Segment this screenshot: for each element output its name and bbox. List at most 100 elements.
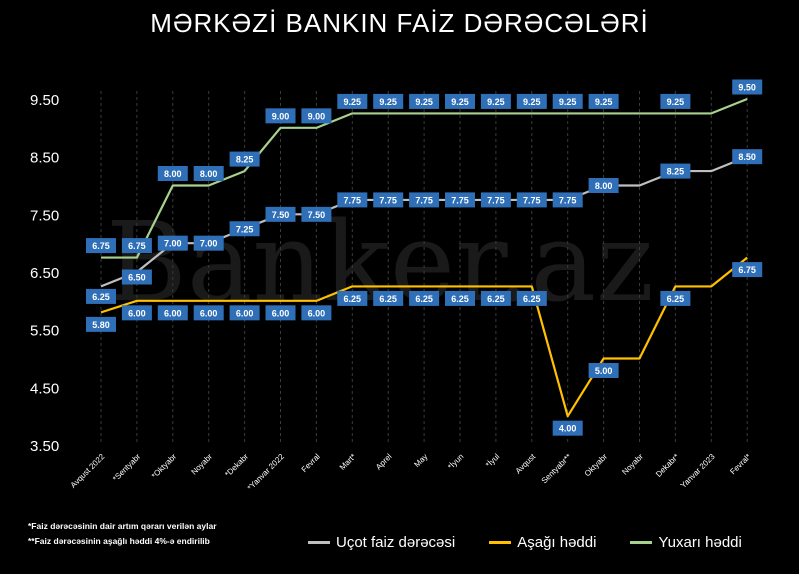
data-label: 6.25	[373, 290, 404, 306]
data-label-text: 8.50	[738, 152, 756, 162]
data-label: 6.50	[121, 269, 152, 285]
data-label: 7.50	[265, 206, 296, 222]
data-label: 7.25	[229, 221, 260, 237]
data-label-text: 7.75	[523, 195, 541, 205]
footnote-1: *Faiz dərəcəsinin dair artım qərarı veri…	[28, 521, 217, 531]
data-label-box	[552, 93, 583, 109]
data-label-box	[516, 290, 547, 306]
y-tick-label: 9.50	[30, 92, 59, 109]
data-label-text: 6.00	[128, 308, 146, 318]
x-tick-label: *Sentyabr	[111, 452, 142, 483]
y-axis: 3.50 4.50 5.50 6.50 7.50 8.50 9.50	[30, 92, 59, 455]
data-label: 9.25	[660, 93, 691, 109]
data-label-box	[552, 420, 583, 436]
data-label-text: 9.25	[344, 97, 362, 107]
data-label-text: 7.00	[200, 239, 218, 249]
data-label-box	[229, 305, 260, 321]
data-label-box	[337, 192, 368, 208]
legend: Uçot faiz dərəcəsi Aşağı həddi Yuxarı hə…	[308, 534, 742, 551]
data-label: 9.25	[480, 93, 511, 109]
data-label: 9.00	[301, 108, 332, 124]
data-label-text: 5.80	[92, 320, 110, 330]
x-tick-label: Fevral	[300, 452, 322, 474]
data-label-text: 7.75	[379, 195, 397, 205]
data-label: 9.25	[552, 93, 583, 109]
data-label-text: 9.00	[272, 111, 290, 121]
data-label-text: 6.00	[200, 308, 218, 318]
data-label-text: 6.00	[308, 308, 326, 318]
data-label-box	[265, 108, 296, 124]
data-label: 7.75	[337, 192, 368, 208]
data-label-text: 6.25	[523, 294, 541, 304]
legend-label-asagi: Aşağı həddi	[517, 534, 597, 551]
data-label: 9.00	[265, 108, 296, 124]
data-label-text: 6.25	[379, 294, 397, 304]
y-tick-label: 7.50	[30, 207, 59, 224]
data-label-text: 8.25	[236, 155, 254, 165]
y-tick-label: 8.50	[30, 150, 59, 167]
data-label: 9.25	[588, 93, 619, 109]
data-label: 8.25	[229, 151, 260, 167]
data-label-box	[265, 206, 296, 222]
data-label: 4.00	[552, 420, 583, 436]
data-label-text: 7.50	[308, 210, 326, 220]
data-label: 6.00	[301, 305, 332, 321]
series-line-1	[100, 256, 748, 418]
data-label: 7.75	[552, 192, 583, 208]
data-label-box	[588, 93, 619, 109]
x-tick-label: Dekabr*	[654, 452, 681, 479]
x-tick-label: Yanvar 2023	[679, 452, 717, 490]
legend-label-ucot: Uçot faiz dərəcəsi	[336, 534, 456, 551]
footnote-2: **Faiz dərəcəsinin aşağlı həddi 4%-ə end…	[28, 536, 210, 546]
data-label-box	[157, 305, 188, 321]
x-tick-label: Avqust 2022	[69, 452, 107, 490]
legend-label-yuxari: Yuxarı həddi	[658, 534, 742, 551]
data-label-text: 9.25	[451, 97, 469, 107]
data-label-text: 6.50	[128, 273, 146, 283]
data-label-text: 8.25	[667, 167, 685, 177]
x-tick-label: Noyabr	[620, 452, 645, 477]
data-label: 6.75	[121, 238, 152, 254]
data-label-box	[193, 235, 224, 251]
data-label: 6.00	[157, 305, 188, 321]
x-tick-label: May	[412, 452, 429, 469]
data-label: 7.75	[480, 192, 511, 208]
data-label: 8.50	[732, 149, 763, 165]
data-label-text: 6.75	[92, 241, 110, 251]
data-label-text: 7.75	[451, 195, 469, 205]
data-label-box	[445, 290, 475, 306]
data-label: 6.75	[732, 262, 763, 278]
data-label-box	[588, 363, 619, 378]
data-label-text: 6.25	[451, 294, 469, 304]
data-label: 6.25	[409, 290, 440, 306]
data-label: 7.00	[193, 235, 224, 251]
data-label-box	[337, 290, 368, 306]
data-label-box	[480, 192, 511, 208]
x-tick-label: Sentyabr**	[540, 452, 573, 485]
data-label-box	[301, 305, 332, 321]
data-label: 8.00	[588, 178, 619, 193]
data-label-box	[480, 93, 511, 109]
data-label: 7.00	[157, 235, 188, 251]
x-tick-label: *Yanvar 2022	[246, 452, 287, 493]
data-label-text: 6.75	[738, 265, 756, 275]
data-label-text: 7.00	[164, 239, 182, 249]
series-line-2	[101, 97, 748, 259]
data-label-box	[229, 151, 260, 167]
data-label: 9.25	[409, 93, 440, 109]
data-label-box	[157, 235, 188, 251]
x-tick-label: *İyun	[446, 452, 465, 471]
data-label-text: 8.00	[164, 169, 182, 179]
data-label-text: 9.25	[559, 97, 577, 107]
data-label-box	[516, 93, 547, 109]
data-label-box	[86, 288, 116, 304]
data-label-box	[193, 305, 224, 321]
data-label-box	[732, 262, 763, 278]
data-label: 9.50	[732, 79, 763, 95]
data-label-box	[121, 269, 152, 285]
y-tick-label: 4.50	[30, 380, 59, 397]
x-tick-label: Avqust	[514, 452, 538, 476]
data-label-box	[588, 178, 619, 193]
data-label-text: 6.25	[344, 294, 362, 304]
data-label: 6.25	[480, 290, 511, 306]
